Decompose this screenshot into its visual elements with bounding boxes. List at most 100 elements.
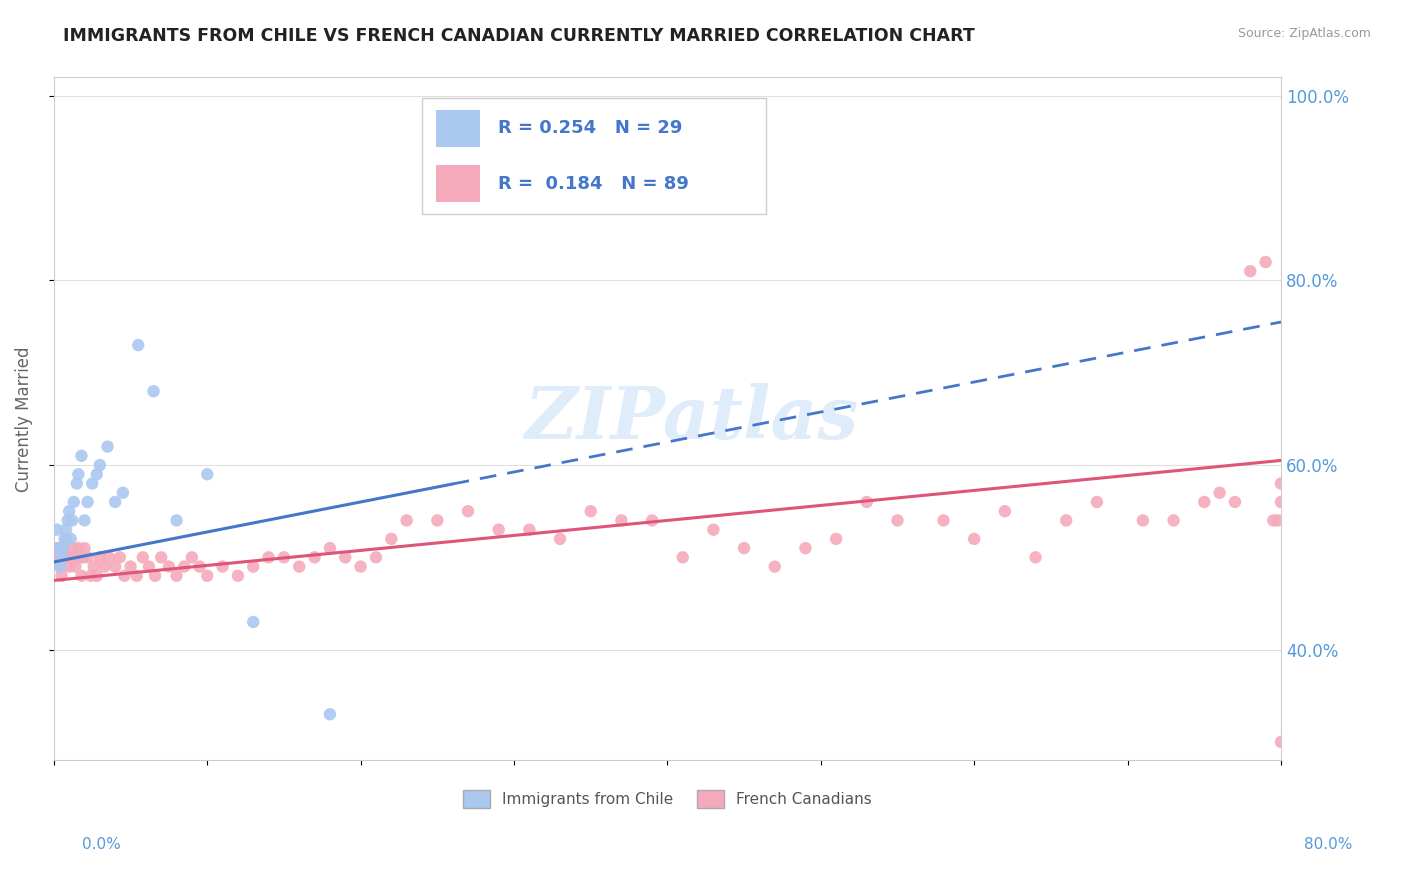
Point (672, 550, 695, 565)
Point (51, 550, 73, 565)
Point (52, 550, 75, 565)
Point (108, 550, 131, 565)
Point (457, 504, 479, 518)
Point (86, 467, 108, 482)
Text: Source: ZipAtlas.com: Source: ZipAtlas.com (1237, 27, 1371, 40)
Point (517, 523, 540, 537)
Point (66, 550, 89, 565)
Point (226, 569, 249, 583)
Point (1239, 264, 1261, 278)
Point (288, 559, 311, 574)
Point (1223, 495, 1246, 509)
Point (1270, 495, 1292, 509)
Point (55, 523, 77, 537)
Point (610, 513, 633, 527)
Point (83, 559, 105, 574)
Point (49, 559, 72, 574)
Point (48, 550, 70, 565)
Point (56, 513, 79, 527)
Point (111, 485, 134, 500)
Point (55, 532, 77, 546)
Point (1270, 735, 1292, 749)
Point (67, 541, 90, 555)
Point (66, 476, 89, 491)
Point (73, 541, 96, 555)
Point (73, 513, 96, 527)
Point (89, 458, 111, 472)
Point (142, 384, 165, 399)
Point (319, 541, 342, 555)
Point (166, 513, 188, 527)
Point (173, 559, 195, 574)
Point (62, 495, 84, 509)
Point (257, 550, 280, 565)
Point (76, 495, 98, 509)
Point (641, 513, 664, 527)
Text: 80.0%: 80.0% (1305, 837, 1353, 852)
Point (52, 541, 75, 555)
Point (702, 523, 724, 537)
Point (157, 559, 180, 574)
Point (86, 569, 108, 583)
Point (65, 559, 87, 574)
Point (127, 338, 149, 352)
Point (98, 550, 121, 565)
Point (70, 449, 93, 463)
Point (82, 476, 104, 491)
Point (364, 550, 387, 565)
Point (1208, 485, 1230, 500)
Point (69, 550, 91, 565)
Point (1163, 513, 1185, 527)
Point (53, 541, 76, 555)
Point (825, 532, 848, 546)
Point (794, 541, 817, 555)
Point (242, 615, 264, 629)
Point (72, 550, 94, 565)
Point (150, 550, 173, 565)
Point (188, 559, 211, 574)
Point (579, 504, 602, 518)
Point (125, 569, 148, 583)
Point (856, 495, 879, 509)
Point (1254, 255, 1277, 269)
Point (104, 495, 127, 509)
Point (48, 541, 70, 555)
Point (319, 707, 342, 722)
Point (60, 541, 83, 555)
Point (112, 569, 135, 583)
Point (120, 559, 142, 574)
Point (1267, 513, 1289, 527)
Point (58, 559, 80, 574)
Point (180, 550, 202, 565)
Point (1054, 513, 1077, 527)
Point (49, 559, 72, 574)
Point (53, 532, 76, 546)
Point (1025, 550, 1047, 565)
Point (335, 550, 357, 565)
Point (79, 569, 101, 583)
Legend: Immigrants from Chile, French Canadians: Immigrants from Chile, French Canadians (457, 784, 879, 814)
Point (67, 467, 90, 482)
Point (195, 569, 218, 583)
Point (60, 513, 83, 527)
Point (143, 569, 166, 583)
Point (45, 541, 67, 555)
Point (56, 550, 79, 565)
Point (132, 550, 155, 565)
Point (58, 504, 80, 518)
Point (963, 532, 986, 546)
Point (211, 559, 233, 574)
Text: ZIPatlas: ZIPatlas (524, 384, 859, 454)
Point (349, 559, 371, 574)
Point (166, 569, 188, 583)
Point (44, 550, 66, 565)
Point (273, 550, 295, 565)
Point (76, 550, 98, 565)
Y-axis label: Currently Married: Currently Married (15, 346, 32, 491)
Point (195, 467, 218, 482)
Point (488, 523, 510, 537)
Point (1194, 495, 1216, 509)
Point (104, 559, 127, 574)
Point (96, 440, 118, 454)
Point (886, 513, 908, 527)
